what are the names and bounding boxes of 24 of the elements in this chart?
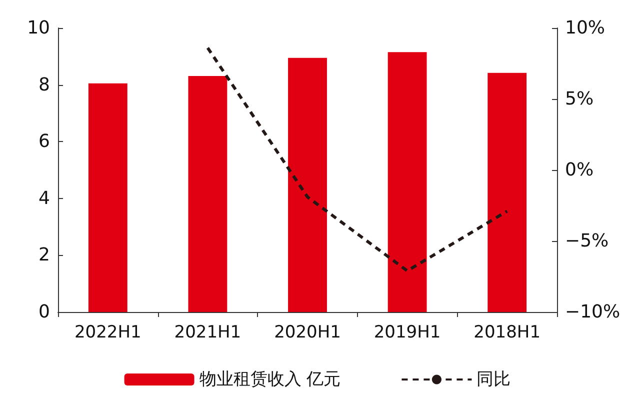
x-tick-label: 2020H1	[274, 322, 341, 342]
bar	[288, 58, 327, 312]
line-series	[206, 46, 509, 272]
y2-tick-label: 10%	[565, 18, 606, 38]
y2-tick-label: 5%	[565, 88, 594, 110]
x-tick-label: 2021H1	[174, 322, 242, 342]
y2-tick-label: −5%	[565, 230, 609, 252]
bar	[388, 52, 427, 312]
bar	[88, 83, 128, 312]
y-tick-label: 8	[38, 74, 50, 96]
legend-label: 物业租赁收入 亿元	[199, 370, 341, 390]
y2-tick-label: 0%	[565, 160, 594, 180]
y-tick-label: 10	[27, 18, 50, 38]
y-tick-label: 4	[38, 188, 50, 209]
y-tick-label: 6	[38, 131, 50, 152]
x-tick-label: 2022H1	[74, 322, 142, 342]
x-tick-label: 2018H1	[474, 322, 541, 342]
y-tick-label: 0	[38, 302, 50, 322]
y2-tick-label: −10%	[565, 302, 620, 322]
y-tick-label: 2	[38, 244, 50, 266]
bar	[488, 72, 527, 312]
x-tick-label: 2019H1	[374, 322, 441, 342]
bar	[188, 76, 228, 312]
legend-label: 同比	[476, 370, 511, 390]
